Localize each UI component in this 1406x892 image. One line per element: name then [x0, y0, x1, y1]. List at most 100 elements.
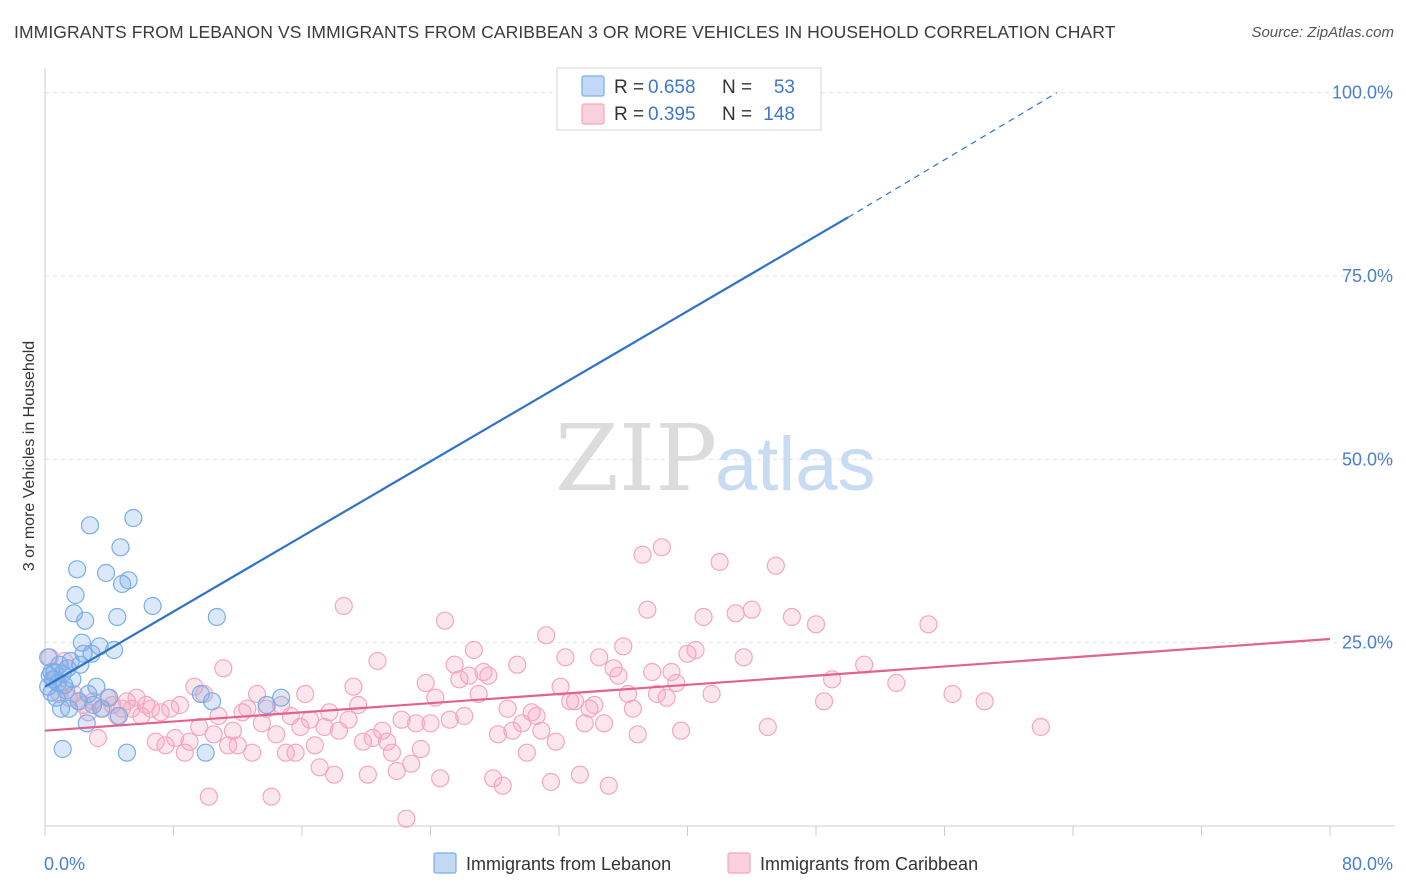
caribbean-point — [643, 662, 662, 682]
caribbean-point — [88, 728, 108, 748]
caribbean-point — [975, 692, 994, 711]
x-tick-labels: 0.0% 80.0% — [44, 854, 1393, 874]
legend: R = 0.658 N = 53 R = 0.395 N = 148 — [556, 67, 822, 131]
trend-lines — [44, 92, 1331, 732]
caribbean-point — [243, 743, 262, 762]
lebanon-point — [69, 692, 88, 711]
caribbean-point — [590, 648, 609, 667]
caribbean-point — [315, 717, 334, 737]
caribbean-point — [459, 666, 479, 685]
caribbean-point — [686, 640, 705, 660]
caribbean-point — [325, 765, 344, 784]
caribbean-point — [358, 765, 377, 784]
bottom-legend-label-caribbean: Immigrants from Caribbean — [760, 854, 978, 874]
caribbean-point — [541, 772, 561, 792]
caribbean-point — [671, 721, 691, 740]
caribbean-point — [378, 732, 397, 751]
caribbean-point — [484, 769, 503, 788]
caribbean-point — [238, 699, 257, 718]
caribbean-point — [546, 732, 565, 751]
lebanon-point — [39, 648, 58, 667]
source-label: Source: ZipAtlas.com — [1251, 24, 1394, 41]
caribbean-point — [782, 607, 802, 627]
caribbean-point — [455, 706, 474, 726]
bottom-legend: Immigrants from Lebanon Immigrants from … — [433, 852, 978, 874]
lebanon-point — [109, 706, 128, 726]
y-tick-label: 100.0% — [1332, 83, 1393, 103]
caribbean-point — [570, 765, 589, 784]
caribbean-point — [517, 743, 536, 762]
caribbean-point — [508, 655, 527, 674]
caribbean-point — [262, 787, 281, 806]
caribbean-point — [276, 743, 296, 762]
caribbean-point — [382, 743, 402, 762]
lebanon-point — [100, 688, 119, 707]
legend-r-value-lebanon: 0.658 — [648, 77, 696, 98]
caribbean-point — [806, 615, 826, 634]
caribbean-point — [296, 684, 315, 704]
lebanon-point — [124, 508, 143, 528]
bottom-legend-swatch-lebanon — [433, 852, 457, 874]
caribbean-point — [742, 600, 761, 619]
caribbean-point — [734, 648, 753, 667]
lebanon-point — [87, 677, 106, 696]
lebanon-point — [202, 692, 222, 711]
caribbean-point — [368, 651, 387, 671]
caribbean-point — [551, 677, 570, 696]
lebanon-point — [76, 611, 95, 630]
caribbean-point — [440, 710, 459, 729]
caribbean-point — [353, 732, 373, 751]
caribbean-point — [435, 611, 455, 630]
watermark-atlas: atlas — [715, 422, 876, 507]
caribbean-point — [556, 648, 575, 667]
caribbean-point — [887, 673, 906, 693]
caribbean-point — [166, 728, 185, 748]
legend-r-label-lebanon: R = — [614, 77, 644, 98]
caribbean-point — [445, 655, 464, 674]
lebanon-point — [207, 607, 226, 627]
caribbean-point — [694, 607, 713, 627]
caribbean-point — [647, 684, 667, 704]
caribbean-point — [527, 706, 546, 726]
y-tick-label: 75.0% — [1342, 266, 1393, 286]
lebanon-point — [196, 743, 215, 762]
caribbean-point — [855, 655, 874, 674]
caribbean-point — [214, 659, 233, 678]
caribbean-point — [387, 761, 406, 781]
caribbean-point — [431, 769, 450, 788]
legend-r-label-caribbean: R = — [614, 104, 644, 125]
caribbean-point — [638, 600, 657, 619]
caribbean-points — [40, 538, 1050, 828]
caribbean-point — [397, 809, 416, 828]
caribbean-point — [286, 743, 305, 762]
legend-n-label-caribbean: N = — [722, 104, 752, 125]
caribbean-point — [479, 666, 498, 685]
caribbean-point — [421, 714, 440, 733]
caribbean-point — [411, 739, 430, 759]
caribbean-point — [537, 626, 556, 645]
caribbean-point — [204, 725, 223, 744]
caribbean-point — [190, 717, 209, 737]
lebanon-point — [119, 571, 138, 590]
lebanon-point — [257, 695, 276, 715]
lebanon-point — [53, 739, 72, 759]
caribbean-point — [219, 736, 238, 755]
caribbean-point — [339, 710, 358, 729]
caribbean-point — [585, 695, 604, 715]
lebanon-point — [143, 596, 162, 616]
caribbean-point — [758, 717, 777, 737]
caribbean-point — [710, 552, 729, 572]
legend-swatch-caribbean — [581, 103, 605, 125]
caribbean-point — [156, 736, 175, 755]
caribbean-point — [614, 637, 633, 656]
caribbean-point — [392, 710, 411, 729]
caribbean-point — [1031, 717, 1050, 737]
caribbean-point — [623, 699, 642, 718]
caribbean-point — [662, 662, 681, 682]
lebanon-point — [111, 538, 130, 557]
caribbean-point — [310, 758, 329, 777]
caribbean-point — [498, 699, 517, 718]
x-tick-label-end: 80.0% — [1342, 854, 1393, 874]
caribbean-point — [657, 688, 676, 707]
lebanon-trend-extension — [847, 92, 1058, 218]
